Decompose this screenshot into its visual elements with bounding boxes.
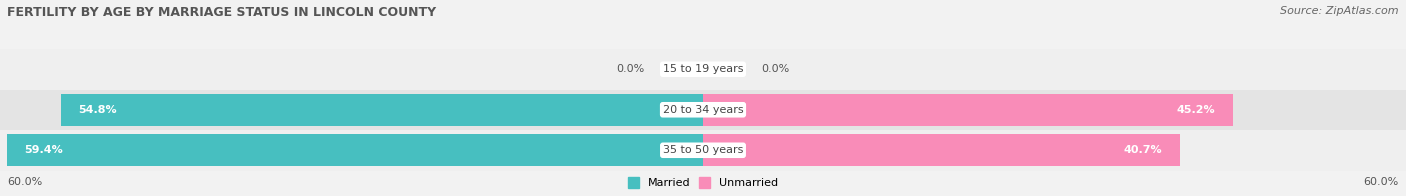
Text: 0.0%: 0.0%	[762, 64, 790, 74]
Text: 60.0%: 60.0%	[7, 177, 42, 187]
Text: 40.7%: 40.7%	[1123, 145, 1163, 155]
Bar	[7, 134, 703, 166]
Text: 0.0%: 0.0%	[616, 64, 644, 74]
Bar	[0, 130, 1406, 171]
Text: 45.2%: 45.2%	[1177, 105, 1215, 115]
Text: 35 to 50 years: 35 to 50 years	[662, 145, 744, 155]
Bar	[703, 94, 1233, 126]
Text: Source: ZipAtlas.com: Source: ZipAtlas.com	[1281, 6, 1399, 16]
Legend: Married, Unmarried: Married, Unmarried	[627, 177, 779, 189]
Bar	[703, 134, 1180, 166]
Bar	[0, 49, 1406, 90]
Text: 54.8%: 54.8%	[79, 105, 117, 115]
Bar	[60, 94, 703, 126]
Text: 15 to 19 years: 15 to 19 years	[662, 64, 744, 74]
Bar	[0, 90, 1406, 130]
Text: 60.0%: 60.0%	[1364, 177, 1399, 187]
Text: FERTILITY BY AGE BY MARRIAGE STATUS IN LINCOLN COUNTY: FERTILITY BY AGE BY MARRIAGE STATUS IN L…	[7, 6, 436, 19]
Text: 20 to 34 years: 20 to 34 years	[662, 105, 744, 115]
Text: 59.4%: 59.4%	[25, 145, 63, 155]
